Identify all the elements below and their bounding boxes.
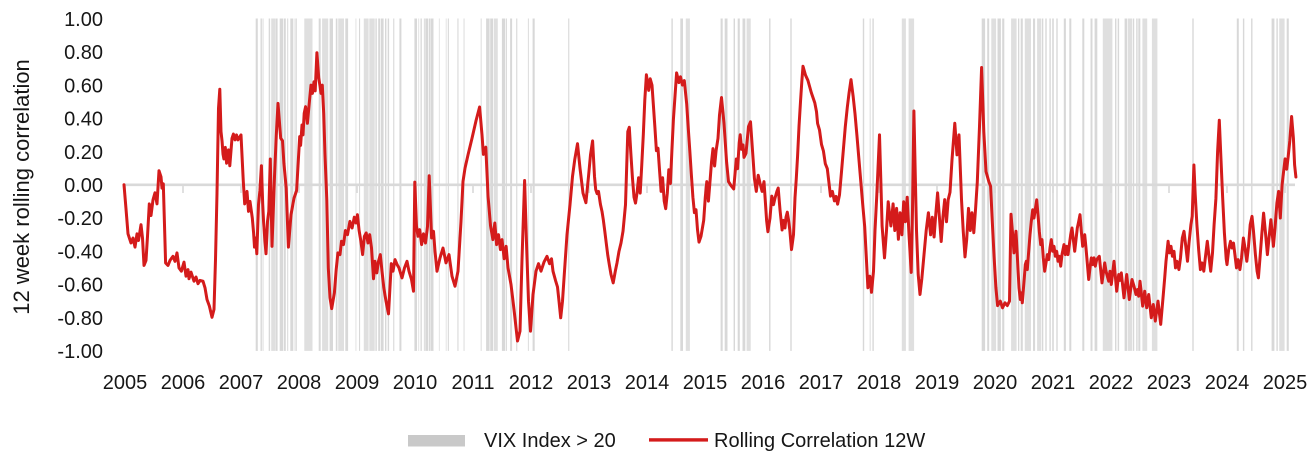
svg-text:0.60: 0.60 bbox=[64, 75, 103, 97]
svg-text:2015: 2015 bbox=[683, 372, 728, 394]
svg-text:-1.00: -1.00 bbox=[57, 341, 103, 363]
svg-text:2021: 2021 bbox=[1031, 372, 1076, 394]
svg-text:2014: 2014 bbox=[625, 372, 670, 394]
svg-text:2017: 2017 bbox=[799, 372, 844, 394]
svg-text:VIX Index > 20: VIX Index > 20 bbox=[484, 430, 616, 452]
svg-text:2009: 2009 bbox=[335, 372, 380, 394]
svg-text:2007: 2007 bbox=[219, 372, 264, 394]
svg-text:2020: 2020 bbox=[973, 372, 1018, 394]
svg-text:2006: 2006 bbox=[161, 372, 206, 394]
svg-text:1.00: 1.00 bbox=[64, 9, 103, 31]
svg-text:12 week rolling correlation: 12 week rolling correlation bbox=[9, 59, 34, 315]
svg-text:-0.20: -0.20 bbox=[57, 208, 103, 230]
svg-text:2010: 2010 bbox=[393, 372, 438, 394]
svg-text:2011: 2011 bbox=[451, 372, 494, 394]
svg-text:0.80: 0.80 bbox=[64, 42, 103, 64]
svg-text:2019: 2019 bbox=[915, 372, 960, 394]
svg-text:2013: 2013 bbox=[567, 372, 612, 394]
svg-text:-0.40: -0.40 bbox=[57, 242, 103, 264]
svg-text:2023: 2023 bbox=[1147, 372, 1192, 394]
svg-text:Rolling Correlation 12W: Rolling Correlation 12W bbox=[714, 430, 925, 452]
svg-text:0.40: 0.40 bbox=[64, 109, 103, 131]
svg-text:2012: 2012 bbox=[509, 372, 554, 394]
svg-text:-0.60: -0.60 bbox=[57, 275, 103, 297]
svg-text:2018: 2018 bbox=[857, 372, 902, 394]
svg-text:2025: 2025 bbox=[1263, 372, 1308, 394]
svg-text:2005: 2005 bbox=[103, 372, 148, 394]
svg-text:0.20: 0.20 bbox=[64, 142, 103, 164]
svg-text:2024: 2024 bbox=[1205, 372, 1250, 394]
svg-text:0.00: 0.00 bbox=[64, 175, 103, 197]
svg-text:-0.80: -0.80 bbox=[57, 308, 103, 330]
svg-text:2022: 2022 bbox=[1089, 372, 1134, 394]
svg-text:2016: 2016 bbox=[741, 372, 786, 394]
svg-text:2008: 2008 bbox=[277, 372, 322, 394]
